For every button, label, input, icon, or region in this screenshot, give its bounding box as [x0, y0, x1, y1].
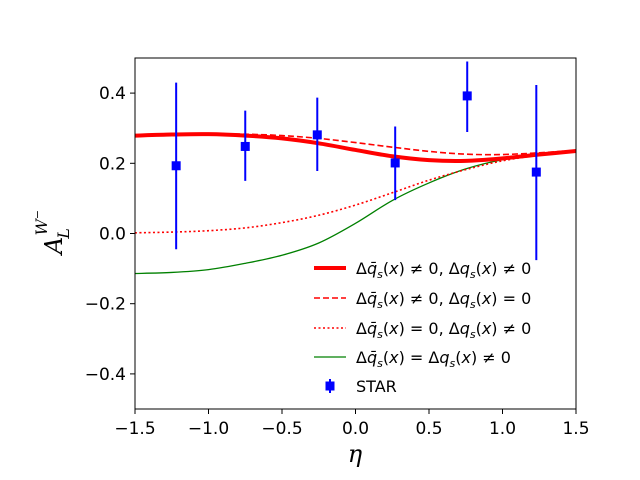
star-point — [171, 161, 181, 171]
series-curves — [135, 132, 576, 275]
svg-text:ALW−: ALW− — [31, 210, 73, 256]
series-line-1 — [135, 132, 576, 163]
y-axis-label-sup-minus: − — [31, 210, 44, 219]
star-points — [171, 61, 541, 261]
legend-label-2: Δq̄s(x) ≠ 0, Δqs(x) = 0 — [356, 289, 531, 311]
y-tick-label: −0.2 — [85, 295, 126, 315]
x-tick-label: −1.0 — [188, 419, 229, 439]
x-tick-label: 0.0 — [342, 419, 369, 439]
axis-titles: η ALW− — [31, 210, 363, 468]
y-tick-label: −0.4 — [85, 365, 126, 385]
y-tick-label: 0.0 — [99, 225, 126, 245]
series-line-4 — [135, 149, 576, 275]
star-point — [312, 130, 322, 140]
y-tick-label: 0.2 — [99, 154, 126, 174]
star-point — [390, 158, 400, 168]
star-point — [240, 141, 250, 151]
y-axis-label-sup: W — [32, 218, 51, 236]
legend-star-marker — [325, 381, 335, 391]
legend-label-1: Δq̄s(x) ≠ 0, Δqs(x) ≠ 0 — [356, 259, 531, 281]
x-tick-label: 1.5 — [562, 419, 589, 439]
star-point — [531, 167, 541, 177]
legend: Δq̄s(x) ≠ 0, Δqs(x) ≠ 0 Δq̄s(x) ≠ 0, Δqs(… — [314, 259, 531, 396]
legend-label-3: Δq̄s(x) = 0, Δqs(x) ≠ 0 — [356, 319, 531, 341]
y-axis-label-sub: L — [54, 229, 73, 240]
star-point — [462, 91, 472, 101]
x-tick-label: −0.5 — [261, 419, 302, 439]
plot-area: −1.5 −1.0 −0.5 0.0 0.5 1.0 1.5 −0.4 −0.2 0.0 0.2 0.… — [85, 57, 590, 439]
y-axis-label: ALW− — [31, 210, 73, 256]
x-axis-label: η — [348, 440, 363, 468]
y-tick-label: 0.4 — [99, 84, 126, 104]
series-line-3 — [135, 150, 576, 234]
y-axis-label-base: A — [40, 237, 68, 256]
x-tick-label: −1.5 — [114, 419, 155, 439]
legend-label-4: Δq̄s(x) = Δqs(x) ≠ 0 — [356, 348, 511, 370]
legend-label-star: STAR — [356, 377, 397, 396]
x-tick-label: 1.0 — [489, 419, 516, 439]
x-tick-label: 0.5 — [415, 419, 442, 439]
